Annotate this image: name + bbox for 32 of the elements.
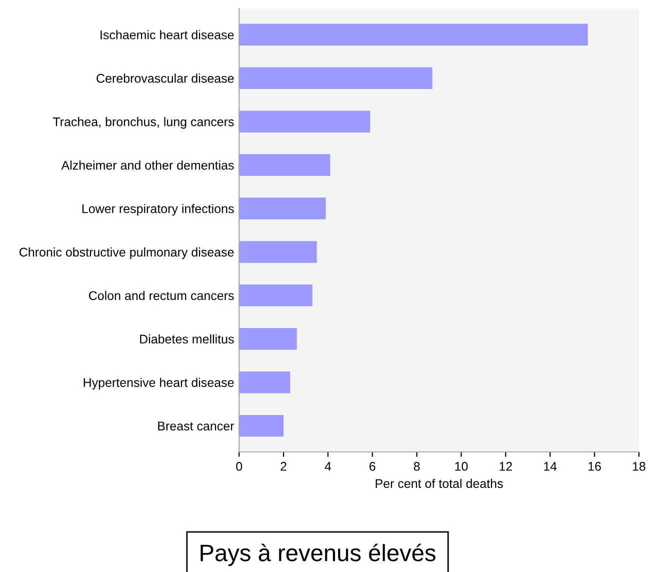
- x-tick-label: 4: [324, 462, 332, 471]
- x-tick-label: 6: [370, 462, 376, 471]
- y-tick-label: Lower respiratory infections: [82, 204, 234, 216]
- bar: [239, 328, 297, 350]
- y-tick-label: Chronic obstructive pulmonary disease: [20, 247, 234, 260]
- bar: [239, 154, 330, 176]
- x-tick-label: 12: [500, 462, 512, 471]
- bar: [239, 284, 312, 306]
- x-tick-label: 14: [544, 462, 557, 471]
- x-tick-label: 8: [414, 462, 420, 471]
- y-tick-label: Breast cancer: [158, 422, 234, 430]
- bar: [239, 24, 588, 46]
- y-tick-label: Cerebrovascular disease: [96, 74, 234, 83]
- x-tick-label: 18: [632, 462, 646, 471]
- bar: [239, 67, 432, 89]
- x-tick-label: 10: [455, 462, 468, 471]
- y-tick-label: Ischaemic heart disease: [100, 30, 234, 40]
- bar: [239, 198, 326, 220]
- x-tick-label: 0: [236, 462, 242, 471]
- x-tick-label: 16: [588, 462, 601, 471]
- y-tick-label: Colon and rectum cancers: [88, 290, 234, 300]
- bar: [239, 110, 370, 132]
- y-tick-label: Diabetes mellitus: [140, 334, 234, 344]
- y-tick-label: Alzheimer and other dementias: [61, 160, 234, 170]
- y-tick-label: Hypertensive heart disease: [84, 378, 234, 390]
- text: Pays à revenus élevés: [200, 544, 436, 566]
- x-tick-label: 2: [280, 462, 286, 471]
- bar: [239, 414, 284, 437]
- bar: [239, 371, 290, 394]
- y-tick-label: Trachea, bronchus, lung cancers: [52, 117, 234, 129]
- bar: [239, 241, 317, 263]
- x-axis-title: Per cent of total deaths: [376, 478, 503, 488]
